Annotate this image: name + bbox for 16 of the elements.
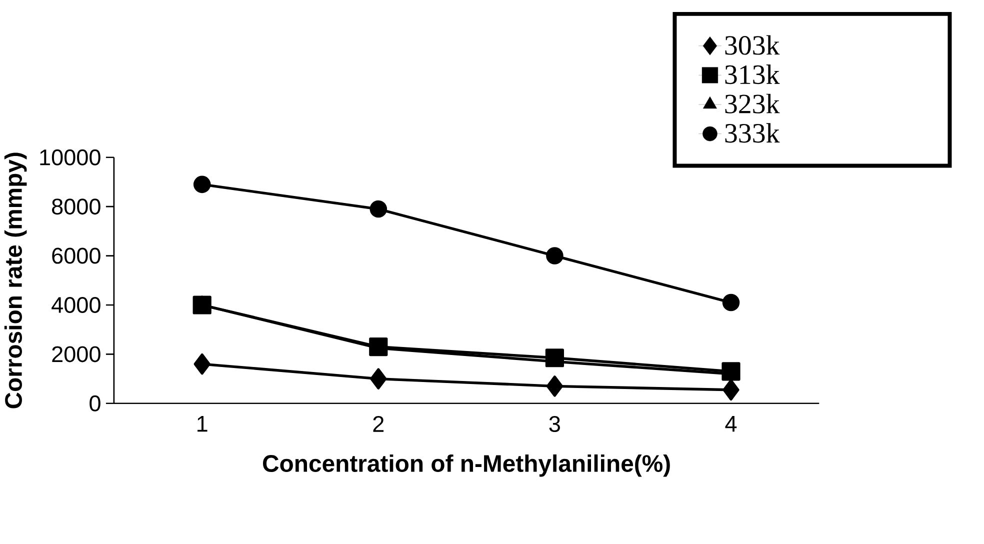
y-tick-label: 2000 <box>52 346 100 362</box>
legend-label: 333k <box>725 123 780 143</box>
y-axis-title: Corrosion rate (mmpy) <box>4 152 27 408</box>
x-tick-label: 3 <box>549 416 560 432</box>
x-tick-label: 2 <box>373 416 384 432</box>
y-tick-label: 8000 <box>52 198 100 215</box>
x-tick-label: 1 <box>198 416 208 432</box>
x-axis-title: Concentration of n-Methylaniline(%) <box>263 454 670 477</box>
x-tick-label: 4 <box>725 416 737 432</box>
y-tick-label: 6000 <box>52 248 100 264</box>
y-tick-label: 4000 <box>52 297 100 314</box>
y-tick-label: 10000 <box>40 149 100 166</box>
legend-label: 313k <box>725 64 780 84</box>
y-tick-label: 0 <box>90 395 100 412</box>
legend-label: 303k <box>725 35 780 55</box>
legend-label: 323k <box>725 94 780 114</box>
